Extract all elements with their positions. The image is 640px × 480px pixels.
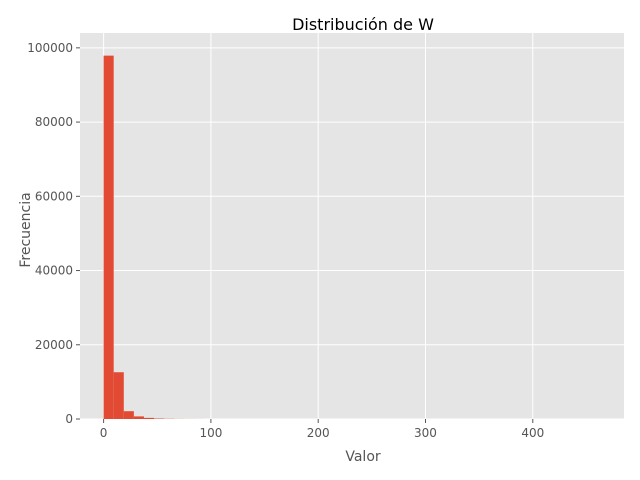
histogram-bar xyxy=(103,55,114,420)
y-axis-label: Frecuencia xyxy=(18,192,34,267)
y-axis-ticks: 0 20000 40000 60000 80000 100000 xyxy=(27,41,80,426)
y-tick-label: 100000 xyxy=(27,41,73,55)
histogram-bar xyxy=(123,411,134,419)
histogram-bar xyxy=(143,417,155,419)
x-tick-label: 400 xyxy=(521,426,544,440)
histogram-bar xyxy=(133,416,144,419)
y-tick-label: 40000 xyxy=(35,264,73,278)
x-tick-label: 200 xyxy=(307,426,330,440)
x-tick-label: 0 xyxy=(100,426,108,440)
y-tick-label: 60000 xyxy=(35,189,73,203)
y-tick-label: 0 xyxy=(65,412,73,426)
histogram-bars xyxy=(103,55,205,420)
x-axis-label: Valor xyxy=(345,449,381,465)
plot-area xyxy=(80,33,624,419)
y-tick-label: 20000 xyxy=(35,338,73,352)
x-tick-label: 300 xyxy=(414,426,437,440)
x-axis-ticks: 0 100 200 300 400 xyxy=(100,419,544,440)
histogram-bar xyxy=(113,372,124,419)
chart-title: Distribución de W xyxy=(292,15,434,34)
y-tick-label: 80000 xyxy=(35,115,73,129)
x-tick-label: 100 xyxy=(199,426,222,440)
